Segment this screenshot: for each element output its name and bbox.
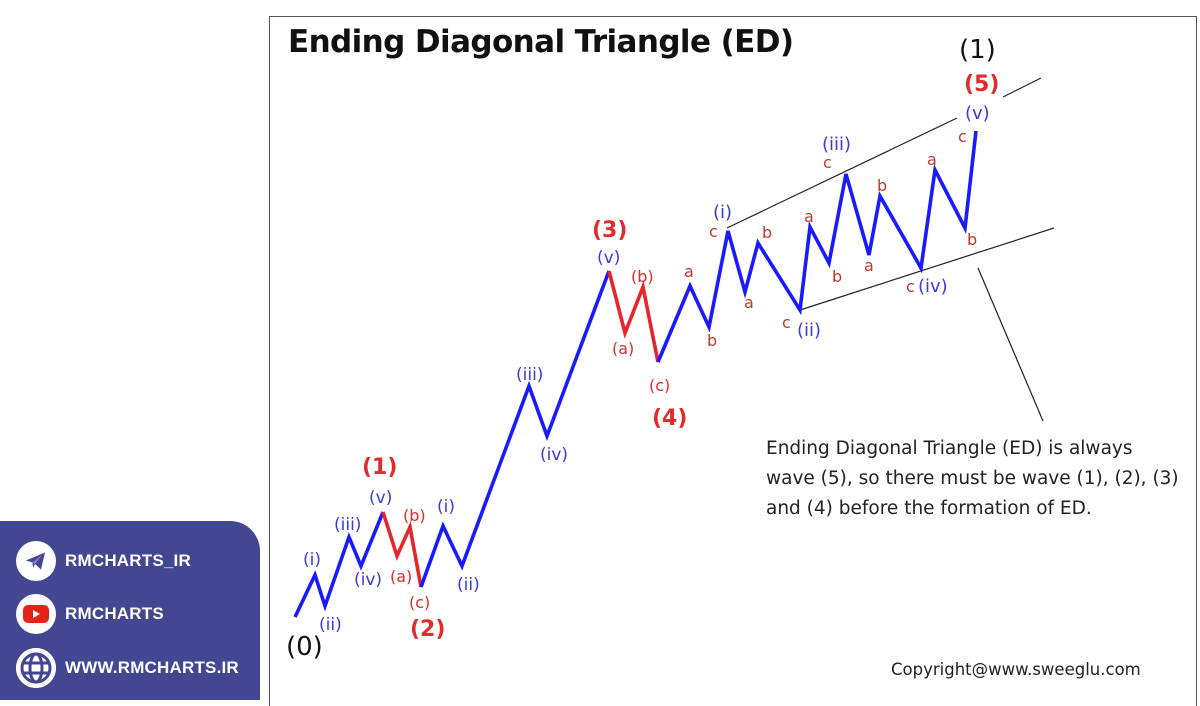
wave-label: a xyxy=(927,150,937,169)
wave-series-0 xyxy=(293,511,385,618)
social-panel: RMCHARTS_IR RMCHARTS WWW.RMCHARTS.IR xyxy=(0,521,260,700)
wave-label: (a) xyxy=(390,567,412,586)
diagram-frame xyxy=(269,16,1197,706)
wave-series-3 xyxy=(607,270,660,363)
wave-label: (b) xyxy=(403,506,426,525)
wave-label: (iii) xyxy=(822,134,851,155)
wave-label: (ii) xyxy=(319,615,342,635)
wave-series-1 xyxy=(381,511,423,588)
label-wave-3: (3) xyxy=(592,218,627,243)
wave-label: (v) xyxy=(369,488,392,508)
copyright-text: Copyright@www.sweeglu.com xyxy=(891,660,1141,679)
social-label: RMCHARTS xyxy=(65,604,164,623)
label-wave-5: (5) xyxy=(964,72,999,97)
wave-label: (a) xyxy=(612,339,634,358)
wave-label: c xyxy=(906,277,915,296)
wave-label: (iv) xyxy=(540,445,568,465)
wave-label: (c) xyxy=(409,593,430,612)
diagram-title: Ending Diagonal Triangle (ED) xyxy=(288,24,794,60)
telegram-icon xyxy=(16,541,56,581)
wave-label: (iv) xyxy=(354,570,382,590)
wave-label: (iv) xyxy=(918,276,948,297)
wave-label: (ii) xyxy=(797,320,821,341)
wave-labels: (0) (1) (1) (2) (3) (4) (5) (i) (ii) (iii)… xyxy=(286,35,999,662)
label-wave-2: (2) xyxy=(410,617,445,642)
wave-label: b xyxy=(832,267,842,286)
wave-label: (v) xyxy=(965,103,990,124)
social-label: RMCHARTS_IR xyxy=(65,551,191,570)
label-wave-4: (4) xyxy=(652,406,687,431)
trendline-upper xyxy=(726,117,958,229)
wave-label: b xyxy=(967,230,977,249)
wave-label: c xyxy=(823,153,832,172)
wave-label: c xyxy=(709,222,718,241)
wave-label: (c) xyxy=(649,376,670,395)
social-label: WWW.RMCHARTS.IR xyxy=(65,658,239,677)
wave-label: (i) xyxy=(713,202,732,223)
wave-label: b xyxy=(707,331,717,350)
social-telegram[interactable]: RMCHARTS_IR xyxy=(16,541,191,581)
trendline-note-pointer xyxy=(977,267,1044,422)
wave-label: b xyxy=(877,176,887,195)
wave-label: (iii) xyxy=(516,365,543,385)
wave-label: (iii) xyxy=(334,515,361,535)
wave-paths xyxy=(293,130,978,618)
wave-label: (b) xyxy=(631,267,654,286)
social-website[interactable]: WWW.RMCHARTS.IR xyxy=(16,648,239,688)
wave-label: b xyxy=(762,223,772,242)
wave-label: (i) xyxy=(437,497,455,517)
globe-icon xyxy=(16,648,56,688)
wave-label: (v) xyxy=(597,248,620,268)
wave-label: (i) xyxy=(303,550,321,570)
wave-label: c xyxy=(782,313,791,332)
social-youtube[interactable]: RMCHARTS xyxy=(16,594,164,634)
trendline-upper-extension xyxy=(1002,77,1042,98)
label-degree-0: (0) xyxy=(286,632,323,662)
wave-label: a xyxy=(684,262,694,281)
wave-series-2 xyxy=(419,270,611,588)
wave-label: a xyxy=(864,256,874,275)
trendlines xyxy=(726,77,1055,422)
label-degree-1: (1) xyxy=(959,35,996,65)
trendline-lower xyxy=(799,227,1055,311)
wave-label: a xyxy=(804,207,814,226)
label-wave-1: (1) xyxy=(362,455,397,480)
youtube-icon xyxy=(16,594,56,634)
wave-label: a xyxy=(744,293,754,312)
wave-label: c xyxy=(958,127,967,146)
explanation-note: Ending Diagonal Triangle (ED) is always … xyxy=(766,438,1179,519)
wave-series-4 xyxy=(656,130,978,363)
wave-label: (ii) xyxy=(457,575,480,595)
